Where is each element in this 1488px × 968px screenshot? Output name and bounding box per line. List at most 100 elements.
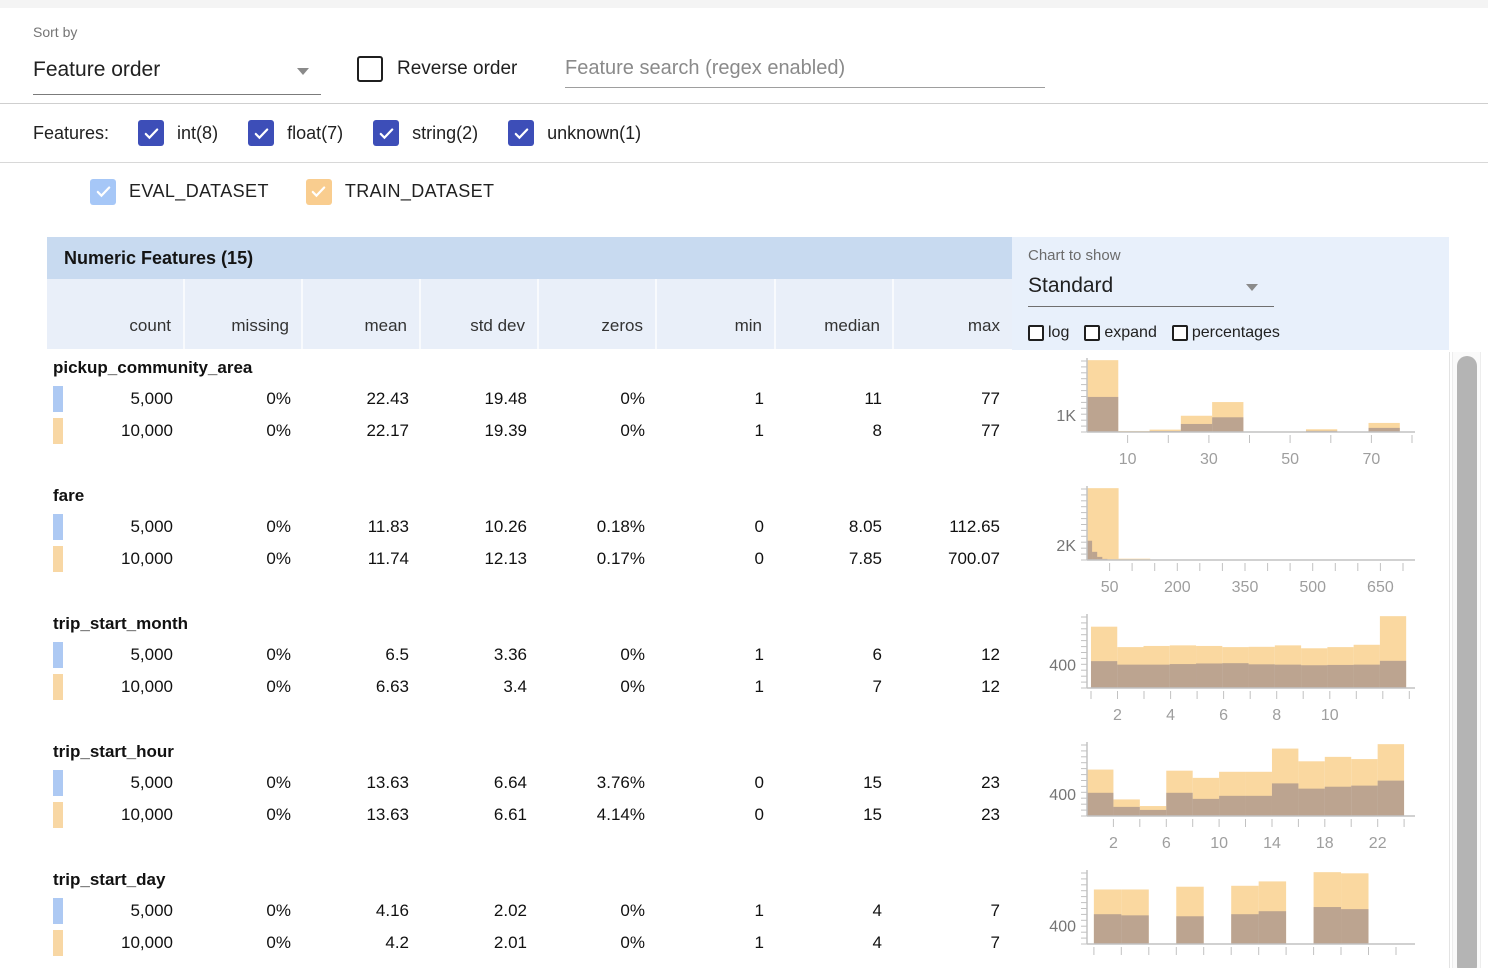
dataset-toggle-train_dataset[interactable]: TRAIN_DATASET	[306, 179, 495, 205]
stat-cell-max: 77	[894, 383, 1012, 415]
stat-cell-zeros: 0%	[539, 895, 657, 927]
stat-cell-mean: 11.74	[303, 543, 421, 575]
stat-value: 13.63	[366, 805, 409, 825]
checkbox-checked-icon[interactable]	[373, 120, 399, 146]
dataset-color-tab	[53, 386, 63, 412]
stat-cell-median: 7.85	[776, 543, 894, 575]
stat-cell-zeros: 0%	[539, 415, 657, 447]
histogram-trip_start_day[interactable]: 400	[1030, 864, 1445, 968]
feature-name: trip_start_day	[47, 861, 1012, 895]
chart-option-percentages[interactable]: percentages	[1172, 324, 1280, 342]
stat-value: 1	[755, 933, 764, 953]
chevron-down-icon	[297, 68, 309, 75]
stat-cell-count: 10,000	[47, 927, 185, 959]
bar-eval_dataset	[1354, 665, 1380, 688]
stat-value: 0	[755, 805, 764, 825]
stat-value: 6.63	[376, 677, 409, 697]
stat-cell-std-dev: 3.36	[421, 639, 539, 671]
checkbox-unchecked-icon[interactable]	[1172, 325, 1188, 341]
feature-type-filter-string[interactable]: string(2)	[373, 120, 478, 146]
stat-value: 2.01	[494, 933, 527, 953]
checkbox-checked-icon[interactable]	[138, 120, 164, 146]
check-icon	[252, 124, 271, 143]
stat-value: 0%	[620, 645, 645, 665]
stat-value: 0%	[266, 421, 291, 441]
stat-value: 23	[981, 773, 1000, 793]
stat-cell-mean: 4.2	[303, 927, 421, 959]
stat-value: 15	[863, 773, 882, 793]
feature-type-filter-unknown[interactable]: unknown(1)	[508, 120, 641, 146]
chart-to-show-dropdown[interactable]: Standard	[1028, 270, 1274, 307]
checkbox-checked-icon[interactable]	[90, 179, 116, 205]
histogram-trip_start_hour[interactable]: 2610141822400	[1030, 736, 1445, 863]
feature-stats-row-train_dataset: 10,0000%22.1719.390%1877	[47, 415, 1012, 447]
checkbox-checked-icon[interactable]	[306, 179, 332, 205]
chart-option-label: log	[1048, 324, 1069, 342]
feature-search-input[interactable]	[565, 50, 1045, 88]
stat-cell-count: 5,000	[47, 511, 185, 543]
reverse-order-checkbox[interactable]	[357, 56, 383, 82]
stat-value: 19.39	[484, 421, 527, 441]
stat-value: 4.14%	[597, 805, 645, 825]
stat-value: 5,000	[130, 645, 173, 665]
x-tick-label: 2	[1113, 707, 1122, 724]
stat-cell-min: 0	[657, 511, 776, 543]
vertical-scrollbar-thumb[interactable]	[1457, 356, 1477, 968]
bar-eval_dataset	[1327, 665, 1353, 688]
feature-type-filter-int[interactable]: int(8)	[138, 120, 218, 146]
feature-type-filter-float[interactable]: float(7)	[248, 120, 343, 146]
stat-value: 0.18%	[597, 517, 645, 537]
stat-value: 0%	[620, 389, 645, 409]
stat-value: 13.63	[366, 773, 409, 793]
sort-by-dropdown[interactable]: Feature order	[33, 50, 321, 95]
feature-stats-row-eval_dataset: 5,0000%4.162.020%147	[47, 895, 1012, 927]
checkbox-checked-icon[interactable]	[508, 120, 534, 146]
histogram-fare[interactable]: 502003505006502K	[1030, 480, 1445, 607]
stat-cell-missing: 0%	[185, 799, 303, 831]
bar-eval_dataset	[1121, 915, 1148, 944]
stat-value: 5,000	[130, 517, 173, 537]
x-tick-label: 2	[1109, 835, 1118, 852]
stat-cell-count: 5,000	[47, 767, 185, 799]
check-icon	[309, 182, 328, 201]
stat-cell-missing: 0%	[185, 639, 303, 671]
chart-to-show-value: Standard	[1028, 270, 1274, 302]
dataset-color-tab	[53, 770, 63, 796]
y-axis-label: 400	[1049, 658, 1076, 675]
stat-value: 5,000	[130, 773, 173, 793]
stat-cell-missing: 0%	[185, 415, 303, 447]
checkbox-checked-icon[interactable]	[248, 120, 274, 146]
histogram-pickup_community_area[interactable]: 103050701K	[1030, 352, 1445, 479]
feature-block-trip_start_hour: trip_start_hour5,0000%13.636.643.76%0152…	[47, 733, 1012, 861]
stat-cell-std-dev: 10.26	[421, 511, 539, 543]
x-tick-label: 14	[1263, 835, 1281, 852]
stat-cell-zeros: 0%	[539, 639, 657, 671]
stat-value: 1	[755, 389, 764, 409]
check-icon	[377, 124, 396, 143]
stat-cell-min: 1	[657, 671, 776, 703]
feature-type-label: float(7)	[287, 123, 343, 144]
bar-eval_dataset	[1380, 661, 1406, 688]
stat-value: 19.48	[484, 389, 527, 409]
stat-cell-std-dev: 6.64	[421, 767, 539, 799]
checkbox-unchecked-icon[interactable]	[1084, 325, 1100, 341]
stat-value: 0%	[266, 677, 291, 697]
bar-eval_dataset	[1298, 789, 1324, 816]
stat-value: 15	[863, 805, 882, 825]
checkbox-unchecked-icon[interactable]	[1028, 325, 1044, 341]
stat-cell-min: 1	[657, 639, 776, 671]
chart-option-expand[interactable]: expand	[1084, 324, 1157, 342]
stat-cell-median: 11	[776, 383, 894, 415]
feature-type-label: string(2)	[412, 123, 478, 144]
x-tick-label: 22	[1369, 835, 1387, 852]
dataset-color-tab	[53, 930, 63, 956]
stat-value: 23	[981, 805, 1000, 825]
stat-cell-max: 23	[894, 767, 1012, 799]
x-tick-label: 200	[1164, 579, 1191, 596]
stat-value: 2.02	[494, 901, 527, 921]
dataset-toggle-eval_dataset[interactable]: EVAL_DATASET	[90, 179, 269, 205]
bar-eval_dataset	[1166, 793, 1192, 816]
bar-eval_dataset	[1140, 810, 1166, 816]
histogram-trip_start_month[interactable]: 246810400	[1030, 608, 1445, 735]
chart-option-log[interactable]: log	[1028, 324, 1069, 342]
